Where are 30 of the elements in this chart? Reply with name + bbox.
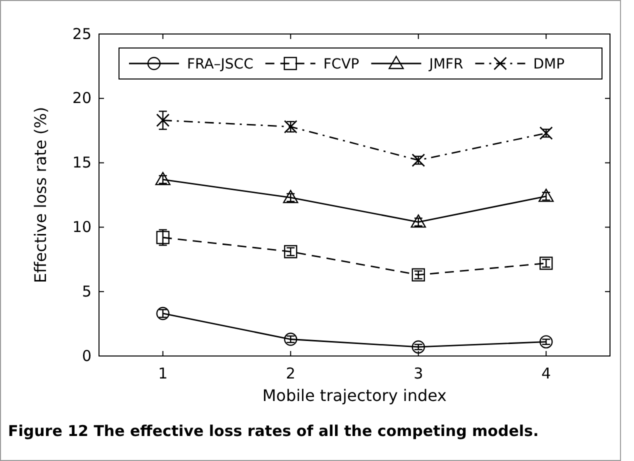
point — [284, 332, 298, 346]
point — [538, 188, 554, 202]
point — [540, 335, 553, 348]
y-tick-label: 20 — [72, 89, 92, 108]
x-tick-label: 4 — [541, 364, 551, 382]
point — [156, 230, 170, 244]
point — [156, 306, 170, 320]
point — [156, 114, 170, 127]
y-axis-title: Effective loss rate (%) — [31, 106, 50, 284]
point — [410, 214, 426, 228]
y-tick-label: 15 — [72, 154, 92, 172]
x-tick-label: 1 — [158, 364, 168, 382]
y-tick-label: 5 — [82, 282, 92, 300]
y-tick-label: 10 — [72, 218, 92, 236]
legend-label: JMFR — [428, 56, 464, 72]
caption: Figure 12 The effective loss rates of all the competing models. — [8, 422, 539, 440]
x-axis-title: Mobile trajectory index — [262, 386, 447, 405]
point — [155, 172, 170, 186]
legend-label: FCVP — [323, 56, 360, 72]
point — [412, 340, 425, 354]
point — [539, 126, 553, 140]
legend-label: DMP — [533, 56, 565, 72]
legend-label: FRA–JSCC — [187, 56, 254, 72]
point — [284, 120, 298, 134]
y-tick-label: 0 — [82, 346, 92, 365]
point — [412, 154, 426, 167]
point — [283, 190, 298, 204]
x-tick-label: 2 — [286, 364, 296, 382]
x-tick-label: 3 — [414, 364, 424, 382]
y-tick-label: 25 — [72, 24, 92, 43]
